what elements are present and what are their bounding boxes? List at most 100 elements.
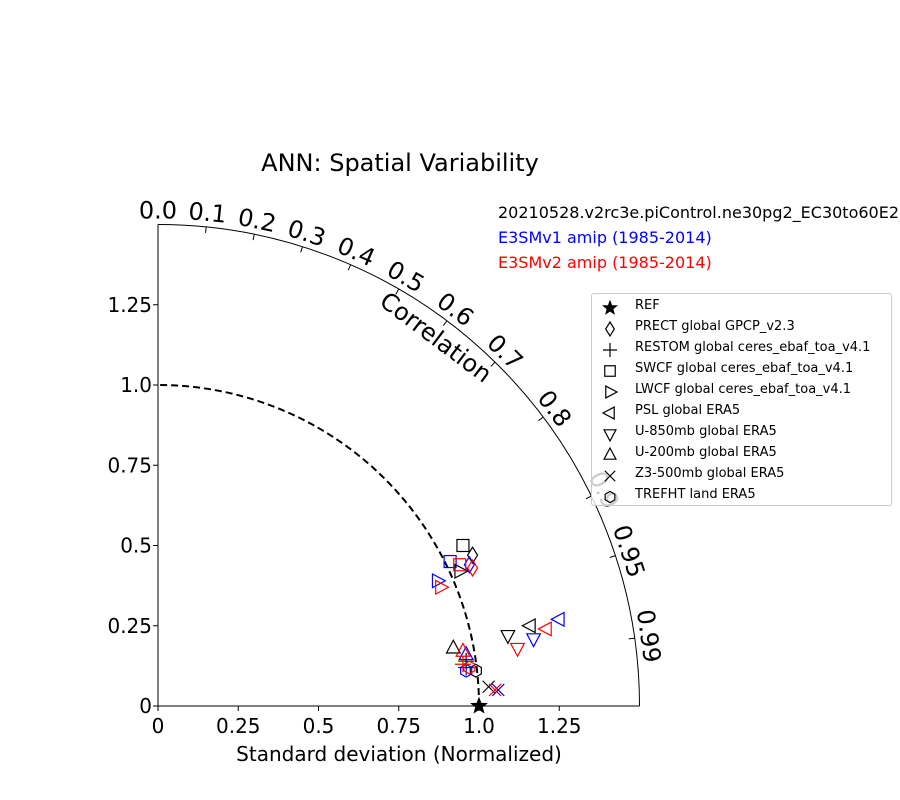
point-s2-triangle-right bbox=[431, 573, 447, 589]
point-s2-triangle-up bbox=[458, 645, 474, 661]
y-tick-label: 0.75 bbox=[107, 453, 152, 477]
legend-marker-shape bbox=[603, 343, 617, 357]
data-points-group bbox=[431, 538, 565, 714]
legend-marker-triangle-up bbox=[603, 446, 617, 460]
header-text-group: 20210528.v2rc3e.piControl.ne30pg2_EC30to… bbox=[498, 203, 900, 272]
legend-marker-shape bbox=[605, 385, 619, 399]
point-s3-diamond bbox=[466, 558, 479, 578]
legend-marker-shape bbox=[601, 299, 619, 315]
corr-tick-label: 0.8 bbox=[532, 385, 577, 432]
corr-tick-label: 0.1 bbox=[187, 197, 228, 229]
legend-label: LWCF global ceres_ebaf_toa_v4.1 bbox=[635, 382, 852, 397]
point-s3-triangle-right bbox=[435, 579, 450, 596]
point-s2-hexagon bbox=[460, 663, 473, 678]
point-s3-square bbox=[453, 558, 467, 572]
y-tick-label: 1.0 bbox=[120, 373, 152, 397]
legend: REF PRECT global GPCP_v2.3 RESTOM global c… bbox=[591, 293, 892, 506]
chart-title: ANN: Spatial Variability bbox=[261, 149, 539, 177]
corr-tick bbox=[347, 264, 352, 271]
corr-tick bbox=[300, 246, 303, 253]
point-s3-triangle-down bbox=[509, 642, 526, 658]
legend-marker-plus bbox=[603, 343, 617, 357]
reference-point bbox=[470, 696, 488, 714]
corr-tick bbox=[628, 637, 635, 640]
x-tick-label: 0.75 bbox=[376, 714, 421, 738]
corr-tick bbox=[538, 416, 544, 422]
legend-item: SWCF global ceres_ebaf_toa_v4.1 bbox=[592, 360, 892, 381]
point-s3-plus bbox=[454, 656, 471, 673]
legend-label: PSL global ERA5 bbox=[635, 403, 741, 418]
legend-marker-shape bbox=[604, 320, 616, 338]
legend-marker-triangle-down bbox=[603, 429, 617, 443]
point-s3-triangle-left bbox=[537, 621, 552, 637]
legend-item: RESTOM global ceres_ebaf_toa_v4.1 bbox=[592, 339, 892, 360]
x-tick-label: 0.5 bbox=[303, 714, 335, 738]
y-tick-label: 1.25 bbox=[107, 293, 152, 317]
legend-marker-shape bbox=[601, 406, 615, 420]
y-tick-label: 0.25 bbox=[107, 614, 152, 638]
legend-marker-triangle-left bbox=[601, 406, 615, 420]
legend-label: Z3-500mb global ERA5 bbox=[635, 466, 785, 481]
legend-marker-shape bbox=[604, 365, 616, 377]
point-s1-square bbox=[456, 538, 470, 553]
y-tick-label: 0.5 bbox=[120, 534, 152, 558]
corr-tick bbox=[490, 361, 496, 367]
legend-label: PRECT global GPCP_v2.3 bbox=[635, 319, 795, 334]
point-s2-x bbox=[491, 683, 505, 697]
legend-marker-square bbox=[604, 365, 616, 377]
corr-tick-label: 0.2 bbox=[236, 203, 279, 238]
corr-tick bbox=[252, 234, 255, 241]
legend-marker-hexagon bbox=[604, 490, 616, 504]
legend-item: LWCF global ceres_ebaf_toa_v4.1 bbox=[592, 381, 892, 402]
legend-marker-x bbox=[604, 470, 616, 482]
point-s1-triangle-left bbox=[521, 617, 536, 634]
legend-item: Z3-500mb global ERA5 bbox=[592, 465, 892, 486]
point-s1-triangle-down bbox=[500, 629, 516, 645]
corr-tick bbox=[585, 495, 592, 500]
header-text-3: E3SMv2 amip (1985-2014) bbox=[498, 253, 712, 272]
corr-tick bbox=[442, 320, 448, 326]
point-s1-diamond bbox=[466, 545, 479, 565]
corr-tick-label: 0.4 bbox=[333, 231, 379, 272]
legend-item: TREFHT land ERA5 bbox=[592, 486, 892, 507]
legend-label: SWCF global ceres_ebaf_toa_v4.1 bbox=[635, 361, 854, 376]
point-s1-x bbox=[482, 680, 496, 694]
corr-tick-label: 0.99 bbox=[631, 608, 666, 665]
legend-marker-triangle-right bbox=[605, 385, 619, 399]
corr-tick bbox=[609, 555, 616, 559]
legend-item: U-850mb global ERA5 bbox=[592, 423, 892, 444]
legend-marker-shape bbox=[603, 429, 617, 443]
legend-label: REF bbox=[635, 298, 660, 313]
legend-item: PSL global ERA5 bbox=[592, 402, 892, 423]
legend-item: PRECT global GPCP_v2.3 bbox=[592, 318, 892, 339]
point-s3-triangle-up bbox=[455, 642, 471, 657]
header-text-2: E3SMv1 amip (1985-2014) bbox=[498, 228, 712, 247]
x-axis-label: Standard deviation (Normalized) bbox=[236, 742, 562, 766]
legend-marker-diamond bbox=[604, 320, 616, 338]
reference-arc bbox=[157, 384, 480, 707]
x-tick-label: 1.25 bbox=[537, 714, 582, 738]
legend-label: U-200mb global ERA5 bbox=[635, 445, 777, 460]
legend-item: U-200mb global ERA5 bbox=[592, 444, 892, 465]
point-s2-triangle-down bbox=[525, 633, 542, 648]
outer-arc bbox=[157, 224, 640, 707]
legend-marker-star bbox=[601, 299, 619, 315]
axes-group: 00 0.25 0.25 0.5 0.5 0.75 0.75 1.0 1.0 1.25 1.25 0.… bbox=[107, 197, 666, 739]
legend-marker-shape bbox=[604, 490, 616, 504]
corr-tick bbox=[395, 288, 400, 295]
corr-tick-label: 0.3 bbox=[284, 214, 329, 252]
corr-tick-label: 0.0 bbox=[139, 197, 177, 225]
corr-tick bbox=[205, 226, 207, 233]
header-text-1: 20210528.v2rc3e.piControl.ne30pg2_EC30to… bbox=[498, 203, 900, 223]
legend-marker-shape bbox=[604, 470, 616, 482]
correlation-label: Correlation bbox=[374, 286, 497, 388]
legend-label: U-850mb global ERA5 bbox=[635, 424, 777, 439]
legend-marker-shape bbox=[603, 446, 617, 460]
point-s1-triangle-up bbox=[445, 638, 462, 654]
x-tick-label: 1.0 bbox=[463, 714, 495, 738]
point-s3-x bbox=[488, 683, 502, 697]
legend-label: RESTOM global ceres_ebaf_toa_v4.1 bbox=[635, 340, 871, 355]
x-tick-label: 0.25 bbox=[216, 714, 261, 738]
point-s3-hexagon bbox=[463, 660, 476, 675]
